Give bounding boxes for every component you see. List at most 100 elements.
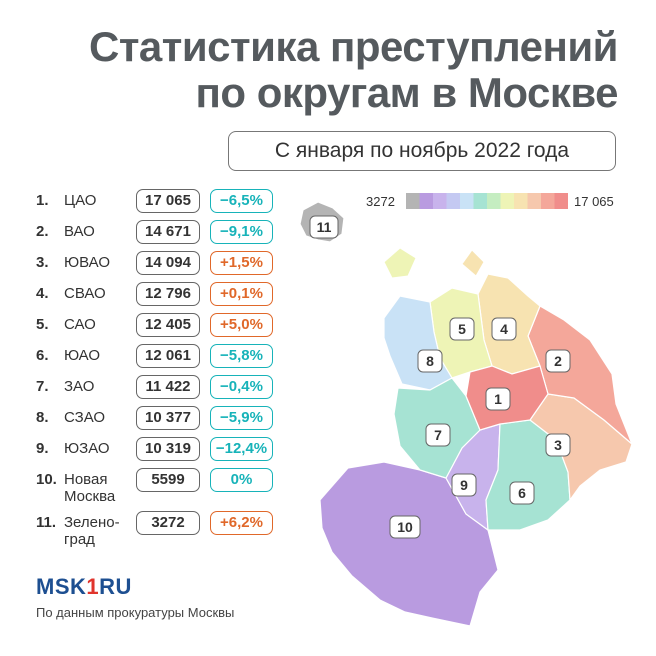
page-title: Статистика преступлений по округам в Мос… <box>89 24 618 116</box>
legend-swatch <box>433 193 447 209</box>
legend-swatch <box>554 193 568 209</box>
district-rank: 6. <box>36 347 49 364</box>
change-badge: −9,1% <box>210 220 273 244</box>
change-badge: 0% <box>210 468 273 492</box>
district-rank: 2. <box>36 223 49 240</box>
legend-max-label: 17 065 <box>574 194 614 209</box>
list-item: 2. ВАО 14 671 −9,1% <box>36 220 276 244</box>
district-10-new-moscow <box>319 461 499 627</box>
logo-part-msk: MSK <box>36 574 87 599</box>
list-item: 11. Зелено-град 3272 +6,2% <box>36 511 276 548</box>
crime-count: 10 319 <box>136 437 200 461</box>
crime-count: 14 671 <box>136 220 200 244</box>
list-item: 3. ЮВАО 14 094 +1,5% <box>36 251 276 275</box>
crime-count: 11 422 <box>136 375 200 399</box>
list-item: 7. ЗАО 11 422 −0,4% <box>36 375 276 399</box>
legend-swatch <box>460 193 474 209</box>
district-name: ЮВАО <box>64 254 111 271</box>
list-item: 10. Новая Москва 5599 0% <box>36 468 276 505</box>
legend-swatch <box>487 193 501 209</box>
district-rank: 4. <box>36 285 49 302</box>
change-badge: −0,4% <box>210 375 273 399</box>
map-label-4: 4 <box>491 317 517 341</box>
crime-count: 5599 <box>136 468 200 492</box>
crime-count: 12 061 <box>136 344 200 368</box>
source-note: По данным прокуратуры Москвы <box>36 605 235 620</box>
district-name: СВАО <box>64 285 106 302</box>
change-badge: +1,5% <box>210 251 273 275</box>
crime-count: 12 796 <box>136 282 200 306</box>
map-label-11: 11 <box>309 215 339 239</box>
title-line-1: Статистика преступлений <box>89 23 618 70</box>
district-name: ЗАО <box>64 378 95 395</box>
map-label-2: 2 <box>545 349 571 373</box>
list-item: 4. СВАО 12 796 +0,1% <box>36 282 276 306</box>
district-name: ЮАО <box>64 347 100 364</box>
list-item: 8. СЗАО 10 377 −5,9% <box>36 406 276 430</box>
title-line-2: по округам в Москве <box>195 69 619 116</box>
change-badge: +6,2% <box>210 511 273 535</box>
logo-part-1: 1 <box>86 574 100 599</box>
map-label-6: 6 <box>509 481 535 505</box>
district-name: ЮЗАО <box>64 440 110 457</box>
district-rank: 10. <box>36 471 57 488</box>
district-rank: 1. <box>36 192 49 209</box>
legend-swatch <box>406 193 420 209</box>
legend-swatch <box>473 193 487 209</box>
map-label-text: 9 <box>460 477 468 493</box>
map-label-1: 1 <box>485 387 511 411</box>
district-name: Новая Москва <box>64 471 116 505</box>
district-name: ВАО <box>64 223 95 240</box>
map-label-8: 8 <box>417 349 443 373</box>
map-label-text: 8 <box>426 353 434 369</box>
district-rank: 3. <box>36 254 49 271</box>
outlying-territory <box>383 247 417 279</box>
district-name: СЗАО <box>64 409 106 426</box>
change-badge: +5,0% <box>210 313 273 337</box>
outlying-territory <box>461 249 485 277</box>
map-label-text: 10 <box>397 519 413 535</box>
map-label-9: 9 <box>451 473 477 497</box>
logo-part-ru: RU <box>99 574 132 599</box>
legend-min-label: 3272 <box>366 194 395 209</box>
change-badge: −5,9% <box>210 406 273 430</box>
legend-swatch <box>446 193 460 209</box>
legend-color-scale <box>406 193 568 209</box>
legend-swatch <box>514 193 528 209</box>
district-rank: 7. <box>36 378 49 395</box>
legend-swatch <box>527 193 541 209</box>
crime-count: 3272 <box>136 511 200 535</box>
district-rank: 8. <box>36 409 49 426</box>
change-badge: +0,1% <box>210 282 273 306</box>
map-label-5: 5 <box>449 317 475 341</box>
crime-count: 10 377 <box>136 406 200 430</box>
map-label-text: 2 <box>554 353 562 369</box>
district-rank: 9. <box>36 440 49 457</box>
legend-swatch <box>541 193 555 209</box>
crime-count: 17 065 <box>136 189 200 213</box>
legend-swatch <box>419 193 433 209</box>
district-name: ЦАО <box>64 192 97 209</box>
map-label-7: 7 <box>425 423 451 447</box>
legend-swatch <box>500 193 514 209</box>
change-badge: −12,4% <box>210 437 273 461</box>
map-label-text: 7 <box>434 427 442 443</box>
list-item: 6. ЮАО 12 061 −5,8% <box>36 344 276 368</box>
crime-count: 12 405 <box>136 313 200 337</box>
period-badge: С января по ноябрь 2022 года <box>228 131 616 171</box>
map-label-text: 4 <box>500 321 508 337</box>
crime-count: 14 094 <box>136 251 200 275</box>
district-rank: 11. <box>36 514 57 531</box>
change-badge: −6,5% <box>210 189 273 213</box>
map-label-3: 3 <box>545 433 571 457</box>
map-label-text: 1 <box>494 391 502 407</box>
map-label-text: 3 <box>554 437 562 453</box>
change-badge: −5,8% <box>210 344 273 368</box>
district-name: САО <box>64 316 96 333</box>
map-label-10: 10 <box>389 515 421 539</box>
list-item: 9. ЮЗАО 10 319 −12,4% <box>36 437 276 461</box>
map-label-text: 11 <box>317 219 332 235</box>
district-name: Зелено-град <box>64 514 120 548</box>
list-item: 1. ЦАО 17 065 −6,5% <box>36 189 276 213</box>
